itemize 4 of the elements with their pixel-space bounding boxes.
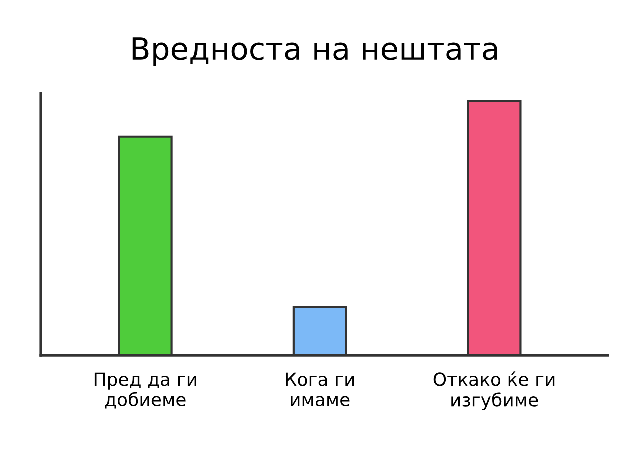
chart-title: Вредноста на нештата: [132, 38, 498, 66]
x-tick-label: Кога ги имаме: [286, 372, 354, 407]
x-tick-label: Пред да ги добиеме: [94, 372, 196, 409]
x-tick-label: Откако ќе ги изгубиме: [434, 372, 555, 410]
